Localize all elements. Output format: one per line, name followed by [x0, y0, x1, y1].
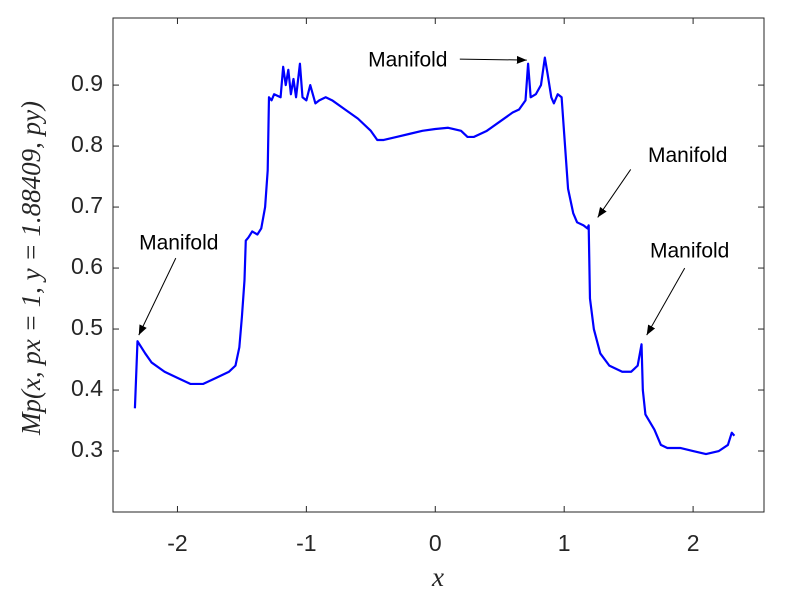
- annotation-text: Manifold: [368, 49, 447, 72]
- x-tick-label: 2: [687, 530, 700, 556]
- annotation-arrow: [138, 257, 177, 336]
- plot-area: [112, 17, 765, 513]
- annotation-text: Manifold: [139, 232, 218, 255]
- y-tick-label: 0.5: [71, 314, 103, 340]
- y-tick-label: 0.9: [71, 70, 103, 96]
- annotation-arrow: [459, 55, 527, 64]
- y-tick-label: 0.3: [71, 436, 103, 462]
- x-tick-label: -1: [296, 530, 316, 556]
- y-tick-label: 0.7: [71, 192, 103, 218]
- y-tick-label: 0.8: [71, 131, 103, 157]
- annotation-text: Manifold: [648, 144, 727, 167]
- y-tick-label: 0.6: [71, 253, 103, 279]
- x-axis-label: x: [431, 562, 444, 592]
- annotation-arrow: [646, 267, 686, 336]
- x-tick-label: 1: [558, 530, 571, 556]
- annotation-text: Manifold: [650, 240, 729, 263]
- x-tick-label: 0: [429, 530, 442, 556]
- data-line: [133, 56, 736, 456]
- y-tick-label: 0.4: [71, 375, 103, 401]
- x-tick-label: -2: [167, 530, 187, 556]
- annotation-arrow: [597, 169, 632, 218]
- y-axis-label: Mp(x, px = 1, y = 1.88409, py): [16, 101, 46, 436]
